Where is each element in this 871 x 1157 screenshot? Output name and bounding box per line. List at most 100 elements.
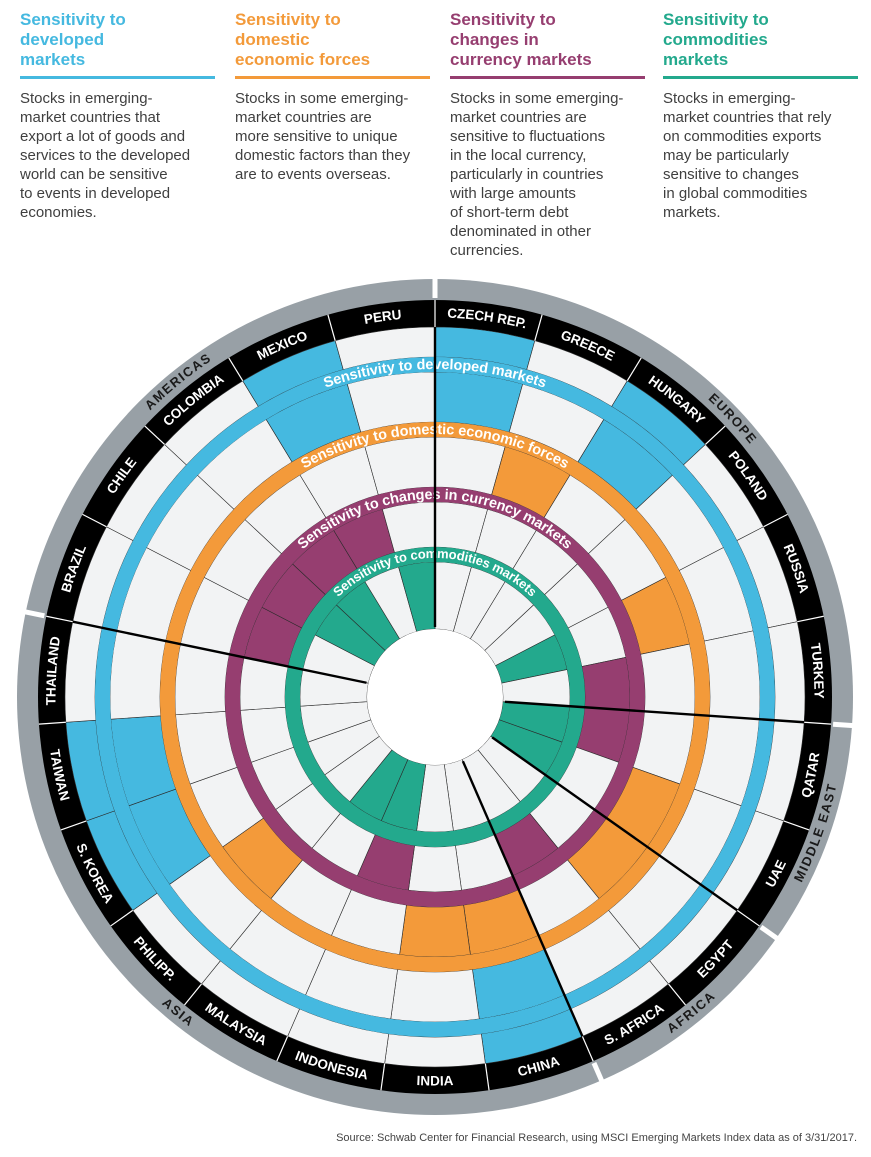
legend-description: Stocks in some emerging-market countries… <box>235 89 430 184</box>
legend-title-line: changes in <box>450 30 539 49</box>
cell-currency <box>408 845 462 893</box>
legend-title-line: domestic <box>235 30 310 49</box>
country-divider <box>534 314 543 341</box>
legend-title-line: markets <box>663 50 729 69</box>
legend-description-line: in the local currency, <box>450 147 587 164</box>
cell-domestic <box>174 643 230 716</box>
legend-title-line: Sensitivity to <box>20 10 126 29</box>
legend-rule <box>450 76 645 79</box>
legend-title-line: markets <box>20 50 86 69</box>
cell-currency <box>581 656 631 711</box>
country-label: PERU <box>363 307 402 327</box>
legend-description-line: domestic factors than they <box>235 147 411 164</box>
legend-description-line: world can be sensitive <box>20 166 168 183</box>
cell-developed <box>390 969 480 1023</box>
legend-description-line: more sensitive to unique <box>235 128 398 145</box>
country-divider <box>46 615 73 623</box>
legend-rule <box>663 76 858 79</box>
country-divider <box>783 820 810 831</box>
country-divider <box>110 909 134 927</box>
legend-title-line: Sensitivity to <box>663 10 769 29</box>
legend-title-line: commodities <box>663 30 768 49</box>
legend-title-line: Sensitivity to <box>450 10 556 29</box>
center-hole <box>367 629 503 765</box>
region-spoke <box>72 620 367 684</box>
legend-description-line: economies. <box>20 204 97 221</box>
country-divider <box>327 314 336 341</box>
legend-title: Sensitivity to developed markets <box>20 10 215 72</box>
legend-description: Stocks in emerging-market countries that… <box>20 89 215 222</box>
legend-description-line: market countries are <box>450 109 587 126</box>
region-divider <box>18 608 45 619</box>
legend-description-line: to events in developed <box>20 185 171 202</box>
cell-developed <box>703 630 761 720</box>
region-spoke <box>491 736 738 912</box>
legend-description-line: export a lot of goods and <box>20 128 186 145</box>
country-divider <box>144 425 166 445</box>
legend-column: Sensitivity to domestic economic forces Sto… <box>235 10 430 184</box>
country-divider <box>183 983 202 1006</box>
legend-column: Sensitivity to developed markets Stocks in … <box>20 10 215 222</box>
country-divider <box>763 513 788 528</box>
legend-description-line: markets. <box>663 204 721 221</box>
legend-description-line: market countries are <box>235 109 372 126</box>
country-label: INDIA <box>416 1073 454 1088</box>
country-divider <box>38 721 66 725</box>
legend-description-line: sensitive to fluctuations <box>450 128 606 145</box>
country-label: TURKEY <box>808 642 827 699</box>
country-divider <box>804 721 832 725</box>
legend-column: Sensitivity to commodities markets Stocks i… <box>663 10 858 222</box>
cell-developed <box>109 630 167 720</box>
legend-title-line: economic forces <box>235 50 371 69</box>
legend-rule <box>235 76 430 79</box>
legend-description-line: in global commodities <box>663 185 808 202</box>
legend-description-line: Stocks in some emerging- <box>235 90 409 107</box>
legend-column: Sensitivity to changes in currency markets… <box>450 10 645 260</box>
legend-description-line: market countries that <box>20 109 161 126</box>
country-divider <box>380 1063 386 1091</box>
legend-description-line: may be particularly <box>663 147 789 164</box>
region-spoke <box>461 760 584 1037</box>
legend-description-line: currencies. <box>450 242 524 259</box>
source-note: Source: Schwab Center for Financial Rese… <box>336 1132 857 1144</box>
legend-description-line: sensitive to changes <box>663 166 799 183</box>
country-divider <box>797 615 824 623</box>
legend-description: Stocks in some emerging-market countries… <box>450 89 645 260</box>
legend-title-line: Sensitivity to <box>235 10 341 29</box>
legend-description-line: on commodities exports <box>663 128 822 145</box>
cell-developed-outer <box>384 1033 486 1068</box>
legend-description-line: Stocks in emerging- <box>20 90 153 107</box>
country-divider <box>228 357 244 382</box>
country-divider <box>82 513 107 528</box>
legend-description-line: with large amounts <box>450 185 576 202</box>
legend-description-line: services to the developed <box>20 147 191 164</box>
country-divider <box>484 1063 490 1091</box>
legend-title-line: currency markets <box>450 50 592 69</box>
legend-rule <box>20 76 215 79</box>
country-label: THAILAND <box>43 635 63 705</box>
legend-description-line: Stocks in some emerging- <box>450 90 624 107</box>
cell-domestic <box>399 904 471 958</box>
region-divider <box>759 925 784 945</box>
country-divider <box>736 909 760 927</box>
legend-description: Stocks in emerging-market countries that… <box>663 89 858 222</box>
region-spoke <box>504 700 805 724</box>
country-divider <box>581 1036 594 1062</box>
country-divider <box>704 425 726 445</box>
legend-description-line: denominated in other <box>450 223 591 240</box>
region-divider <box>591 1061 607 1088</box>
cell-domestic <box>640 643 696 716</box>
country-divider <box>60 820 87 831</box>
legend: Sensitivity to developed markets Stocks in … <box>20 10 860 280</box>
country-divider <box>626 357 642 382</box>
country-divider <box>276 1036 289 1062</box>
legend-title: Sensitivity to commodities markets <box>663 10 858 72</box>
legend-description-line: particularly in countries <box>450 166 604 183</box>
legend-description-line: market countries that rely <box>663 109 832 126</box>
legend-description-line: are to events overseas. <box>235 166 391 183</box>
legend-title: Sensitivity to changes in currency markets <box>450 10 645 72</box>
legend-description-line: of short-term debt <box>450 204 569 221</box>
region-divider <box>832 721 860 729</box>
legend-title: Sensitivity to domestic economic forces <box>235 10 430 72</box>
